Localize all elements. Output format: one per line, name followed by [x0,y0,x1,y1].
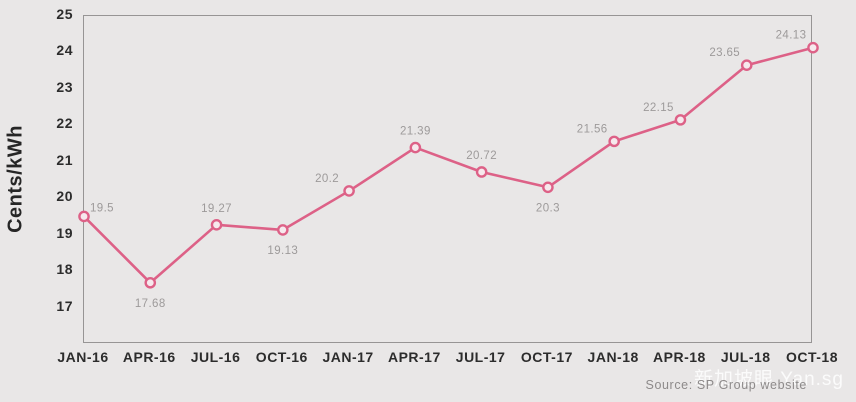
x-tick-label: JUL-17 [455,349,506,365]
x-tick-label: APR-16 [122,349,176,365]
data-point [674,114,687,126]
data-point [343,185,355,197]
data-point [409,141,422,154]
data-point [608,135,620,148]
y-tick-label: 25 [56,6,73,22]
y-tick-label: 17 [56,297,73,314]
data-point-label: 20.72 [466,150,497,162]
data-point-label: 21.39 [400,126,431,138]
data-point [277,224,289,236]
x-tick-label: JAN-18 [587,349,639,365]
data-point-label: 24.13 [776,30,807,42]
y-axis-title: Cents/kWh [4,125,27,233]
data-point-label: 22.15 [643,102,674,114]
data-point-label: 20.2 [315,173,339,185]
y-tick-label: 18 [56,261,73,278]
data-point-label: 19.13 [267,245,298,257]
plot-area: 19.5 17.68 19.27 19.13 20.2 21.39 20.72 20.3 21.… [78,15,819,343]
x-tick-label: OCT-17 [520,349,573,365]
data-point-label: 20.3 [536,202,560,214]
y-tick-label: 24 [56,42,73,59]
line-chart-svg: 19.5 17.68 19.27 19.13 20.2 21.39 20.72 20.3 21.… [78,30,819,310]
x-tick-label: OCT-18 [785,349,839,365]
x-tick-label: APR-18 [653,349,706,365]
x-tick-label: APR-17 [387,349,441,365]
watermark: 新加坡眼 Yan.sg [693,369,844,390]
data-point [475,166,488,178]
data-point-label: 21.56 [577,123,608,135]
data-point [144,276,157,289]
x-tick-label: JAN-17 [322,349,374,365]
data-point [740,59,753,72]
source-credit: Source: SP Group website [645,378,807,392]
y-tick-label: 19 [56,224,73,241]
data-point [807,41,819,54]
y-tick-label: 22 [56,115,73,132]
y-tick-label: 23 [56,78,73,95]
data-line [83,46,814,285]
data-point-label: 19.27 [201,203,232,215]
y-tick-label: 21 [56,151,73,168]
x-tick-label: OCT-16 [255,349,308,365]
x-tick-label: JAN-16 [57,349,109,365]
y-tick-label: 20 [56,188,73,205]
data-point-label: 23.65 [709,47,740,59]
x-tick-label: JUL-18 [720,349,771,365]
data-point-label: 17.68 [135,298,166,310]
x-tick-label: JUL-16 [190,349,241,365]
data-point [542,181,554,194]
data-point [78,210,90,223]
data-point-label: 19.5 [90,202,114,214]
data-point [210,219,223,231]
